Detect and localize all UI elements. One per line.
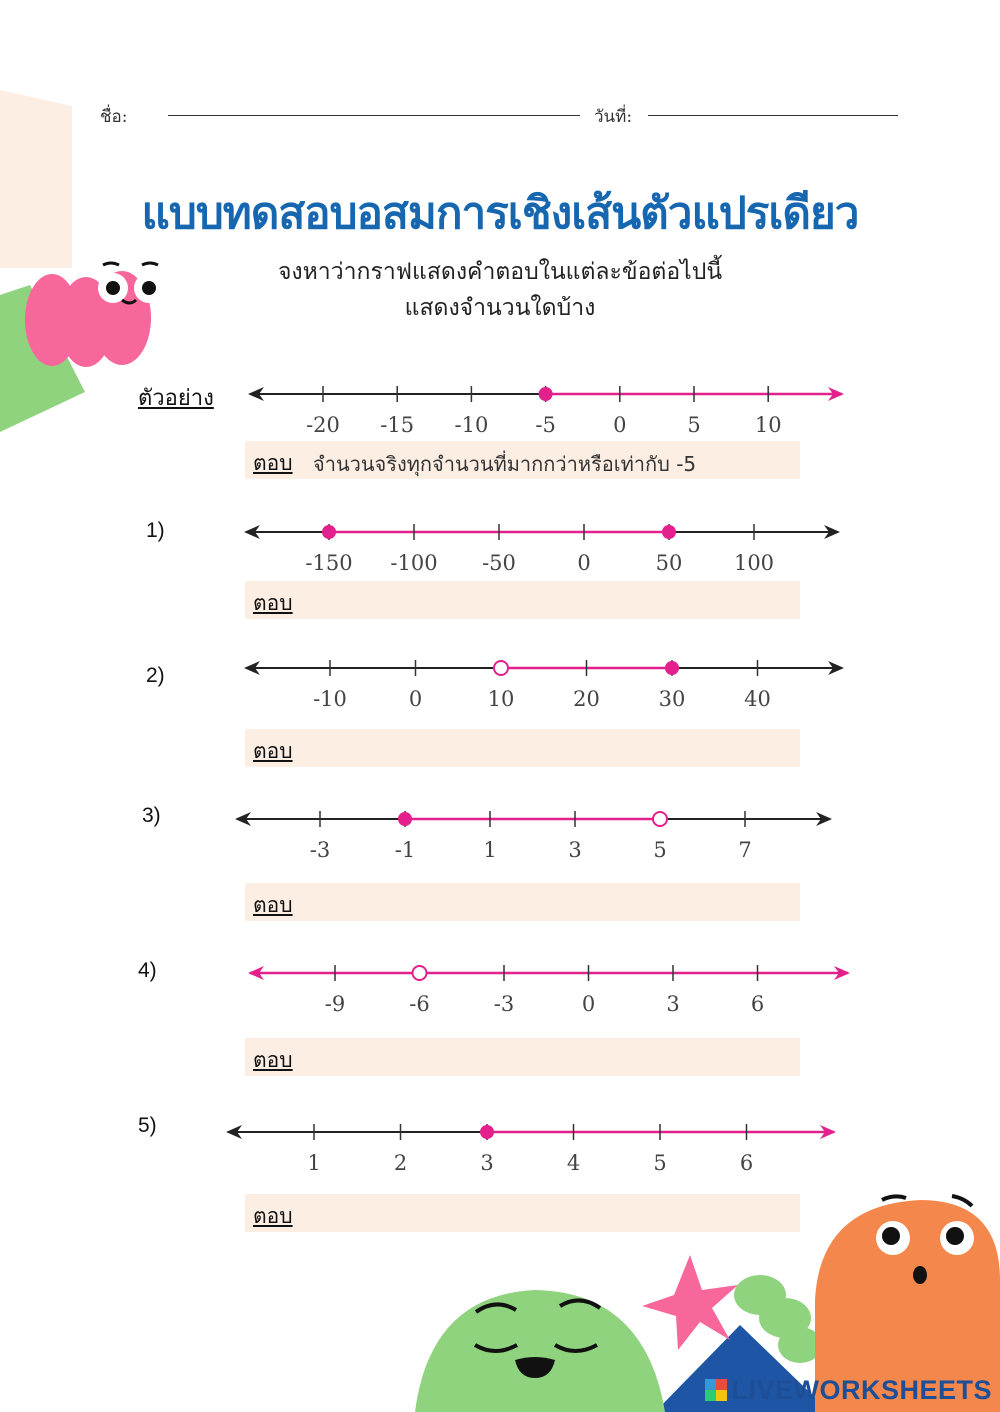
open-point [652,811,668,827]
tick-label: 5 [653,838,666,862]
name-label: ชื่อ: [100,107,128,127]
left-arrow-icon [248,966,264,980]
closed-point [480,1125,494,1139]
tick-label: 3 [568,838,581,862]
example-label: ตัวอย่าง [138,386,214,411]
tick-label: -9 [325,992,345,1016]
answer-label-4: ตอบ [253,1048,293,1072]
tick-label: 20 [573,687,600,711]
right-arrow-icon [816,812,832,826]
tick-label: -1 [395,838,415,862]
tick-label: 6 [740,1151,753,1175]
tick-label: 6 [751,992,764,1016]
tick-label: 10 [488,687,515,711]
tick-label: -100 [390,551,437,575]
number-line-q4: -9 -6 -3 0 3 6 [248,965,850,1016]
tick-label: -6 [409,992,429,1016]
instruction-line-2: แสดงจำนวนใดบ้าง [404,295,596,321]
number-line-q2: -10 0 10 20 30 40 [244,660,844,711]
tick-label: -3 [494,992,514,1016]
answer-box-4[interactable]: ตอบ [245,1038,800,1076]
tick-label: 1 [483,838,496,862]
question-5-number: 5) [138,1114,157,1137]
answer-label-3: ตอบ [253,893,293,917]
tick-label: 10 [755,413,782,437]
tick-label: 7 [738,838,751,862]
tick-label: 1 [307,1151,320,1175]
tick-label: 5 [687,413,700,437]
left-arrow-icon [248,387,264,401]
number-line-q5: 1 2 3 4 5 6 [226,1124,836,1175]
page-title: แบบทดสอบอสมการเชิงเส้นตัวแปรเดียว [141,188,860,239]
left-arrow-icon [235,812,251,826]
closed-point [662,525,676,539]
example-answer-box: ตอบ จำนวนจริงทุกจำนวนที่มากกว่าหรือเท่าก… [245,441,800,479]
tick-label: -10 [313,687,347,711]
closed-point [398,812,412,826]
tick-label: 0 [613,413,626,437]
tick-label: 5 [653,1151,666,1175]
tick-label: 40 [744,687,771,711]
tick-label: -15 [380,413,414,437]
number-line-example: -20 -15 -10 -5 0 5 10 [248,386,844,437]
number-line-q1: -150 -100 -50 0 50 100 [244,524,840,575]
right-arrow-icon [828,661,844,675]
answer-label-5: ตอบ [253,1204,293,1228]
date-label: วันที่: [594,107,633,127]
tick-label: 100 [734,551,774,575]
tick-label: 30 [659,687,686,711]
question-4-number: 4) [138,959,157,982]
question-2-number: 2) [146,664,165,687]
question-1-number: 1) [146,519,165,542]
open-point [493,660,509,676]
question-3-number: 3) [142,804,161,827]
answer-label-2: ตอบ [253,739,293,763]
tick-label: -10 [454,413,488,437]
brand-text: LIVEWORKSHEETS [731,1375,992,1405]
tick-label: 4 [567,1151,580,1175]
tick-label: -50 [482,551,516,575]
closed-point [538,387,553,401]
left-arrow-icon [226,1125,242,1139]
tick-label: 2 [394,1151,407,1175]
tick-label: 0 [582,992,595,1016]
number-line-q3: -3 -1 1 3 5 7 [235,811,832,862]
right-arrow-icon [828,387,844,401]
closed-point [665,661,679,675]
tick-label: 3 [480,1151,493,1175]
answer-box-2[interactable]: ตอบ [245,729,800,767]
answer-box-5[interactable]: ตอบ [245,1194,800,1232]
tick-label: -20 [306,413,340,437]
example-answer-text: จำนวนจริงทุกจำนวนที่มากกว่าหรือเท่ากับ -… [313,452,697,476]
tick-label: -3 [310,838,330,862]
right-arrow-icon [834,966,850,980]
answer-box-3[interactable]: ตอบ [245,883,800,921]
right-arrow-icon [824,525,840,539]
closed-point [322,525,336,539]
left-arrow-icon [244,661,260,675]
name-input-line[interactable] [168,115,580,116]
brand-logo-icon [705,1379,728,1401]
answer-box-1[interactable]: ตอบ [245,581,800,619]
open-point [411,965,428,981]
instruction-line-1: จงหาว่ากราฟแสดงคำตอบในแต่ละข้อต่อไปนี้ [277,259,723,285]
tick-label: 50 [656,551,683,575]
example-answer-label: ตอบ [253,451,293,475]
tick-label: -150 [305,551,352,575]
tick-label: -5 [535,413,555,437]
tick-label: 3 [666,992,679,1016]
right-arrow-icon [820,1125,836,1139]
left-arrow-icon [244,525,260,539]
brand-watermark: LIVEWORKSHEETS [705,1375,992,1406]
tick-label: 0 [577,551,590,575]
answer-label-1: ตอบ [253,591,293,615]
date-input-line[interactable] [648,115,898,116]
tick-label: 0 [409,687,422,711]
